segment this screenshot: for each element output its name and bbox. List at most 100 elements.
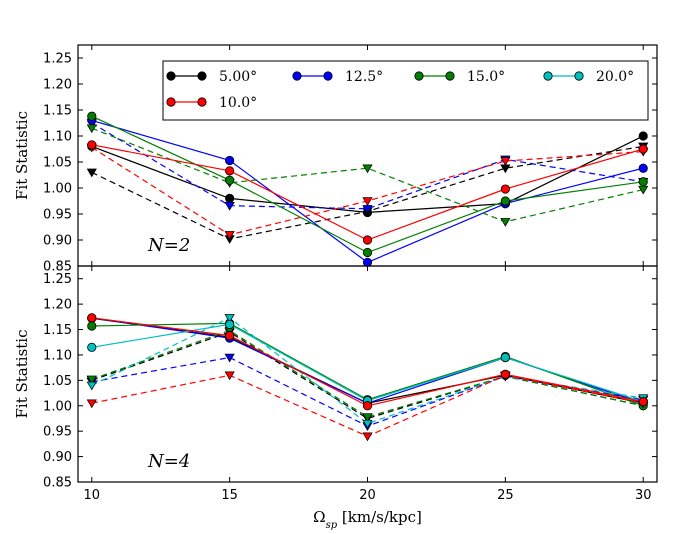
x-tick-label: 25 — [497, 488, 514, 503]
data-point-solid — [87, 313, 97, 323]
data-point-dashed — [362, 164, 373, 174]
y-tick-label: 0.85 — [43, 476, 72, 491]
y-tick-label: 1.25 — [43, 272, 72, 287]
data-point-solid — [362, 401, 373, 411]
data-point-solid — [638, 144, 648, 154]
legend-marker — [197, 97, 207, 107]
y-tick-label: 1.15 — [43, 104, 72, 119]
series-line-solid — [91, 317, 644, 407]
y-axis-title: Fit Statistic — [13, 330, 31, 419]
y-axis-title: Fit Statistic — [13, 111, 31, 200]
legend-marker — [445, 71, 455, 81]
legend-label: 12.5° — [345, 69, 383, 85]
data-point-dashed — [224, 371, 235, 381]
legend-label: 20.0° — [596, 69, 634, 85]
y-tick-label: 0.90 — [43, 450, 72, 465]
data-point-solid — [87, 140, 97, 150]
legend-marker — [414, 71, 424, 81]
data-point-dashed — [86, 375, 97, 385]
panel-frame — [77, 265, 658, 483]
data-point-solid — [225, 166, 235, 176]
data-point-dashed — [86, 168, 97, 178]
legend-box — [162, 60, 649, 121]
x-tick-label: 30 — [635, 488, 652, 503]
data-point-dashed — [362, 197, 373, 206]
data-point-dashed — [224, 314, 235, 323]
data-point-solid — [500, 352, 510, 363]
series-line-solid — [91, 317, 644, 404]
series-line-solid — [91, 115, 644, 254]
data-point-solid — [500, 196, 510, 206]
panel-n2: 0.85 0.90 0.95 1.00 1.05 1.10 1.15 1.20 1.25 Fit … — [13, 44, 658, 275]
data-point-solid — [638, 163, 648, 173]
y-tick-label: 0.95 — [43, 425, 72, 440]
series-line-solid — [91, 322, 644, 407]
series-line-dashed — [91, 317, 644, 425]
y-tick-label: 1.00 — [43, 182, 72, 197]
y-tick-label: 1.10 — [43, 348, 72, 363]
legend-marker — [197, 71, 207, 81]
x-axis: 10 15 20 25 30 Ωsp [km/s/kpc] — [84, 488, 652, 531]
legend-marker — [543, 71, 553, 81]
y-tick-label: 1.05 — [43, 374, 72, 389]
y-tick-label: 1.20 — [43, 78, 72, 93]
legend-marker — [323, 71, 333, 81]
data-point-dashed — [224, 231, 235, 240]
series-line-solid — [91, 323, 644, 403]
x-axis-title: Ωsp [km/s/kpc] — [313, 508, 422, 531]
data-point-solid — [87, 111, 97, 121]
data-point-dashed — [500, 218, 511, 227]
data-point-solid — [638, 397, 648, 407]
data-point-solid — [87, 342, 97, 352]
y-tick-label: 0.85 — [43, 260, 72, 275]
data-point-solid — [87, 321, 97, 331]
panel-n4: 0.85 0.90 0.95 1.00 1.05 1.10 1.15 1.20 1.25 Fit … — [13, 265, 658, 491]
data-point-dashed — [500, 157, 511, 166]
y-tick-label: 1.00 — [43, 399, 72, 414]
data-point-dashed — [86, 399, 97, 409]
data-point-solid — [362, 235, 373, 245]
y-tick-label: 1.05 — [43, 156, 72, 171]
data-point-solid — [362, 247, 373, 258]
data-point-dashed — [224, 201, 235, 211]
y-tick-label: 0.90 — [43, 234, 72, 249]
series-line-solid — [91, 317, 644, 404]
data-point-dashed — [362, 413, 373, 422]
series-line-dashed — [91, 127, 644, 223]
x-tick-label: 10 — [84, 488, 101, 503]
data-point-solid — [500, 184, 510, 194]
x-tick-label: 20 — [359, 488, 376, 503]
legend-label: 5.00° — [219, 69, 257, 85]
data-point-solid — [225, 319, 235, 330]
data-point-solid — [225, 193, 235, 203]
y-tick-label: 1.15 — [43, 323, 72, 338]
x-tick-label: 15 — [221, 488, 238, 503]
data-point-solid — [225, 175, 235, 185]
data-point-dashed — [86, 124, 97, 134]
data-point-solid — [225, 155, 235, 166]
legend-label: 15.0° — [467, 69, 505, 85]
y-tick-label: 1.20 — [43, 298, 72, 313]
panel-annotation: N=2 — [147, 235, 190, 256]
legend-marker — [292, 71, 302, 81]
data-point-solid — [362, 257, 373, 267]
legend-marker — [166, 71, 176, 81]
data-point-dashed — [362, 419, 373, 429]
data-point-dashed — [86, 381, 97, 391]
legend-marker — [166, 97, 176, 107]
legend-label: 10.0° — [219, 95, 257, 111]
data-point-solid — [638, 177, 648, 187]
y-tick-label: 1.25 — [43, 52, 72, 67]
data-point-solid — [500, 369, 510, 379]
data-point-solid — [638, 131, 648, 141]
legend: 5.00° 12.5° 15.0° 20.0° 10.0° — [162, 60, 649, 121]
data-point-dashed — [224, 353, 235, 363]
panel-annotation: N=4 — [147, 451, 190, 472]
data-point-solid — [225, 331, 235, 341]
legend-marker — [574, 71, 584, 81]
series-line-dashed — [91, 122, 644, 210]
y-tick-label: 1.10 — [43, 130, 72, 145]
data-point-dashed — [362, 432, 373, 442]
y-tick-label: 0.95 — [43, 208, 72, 223]
